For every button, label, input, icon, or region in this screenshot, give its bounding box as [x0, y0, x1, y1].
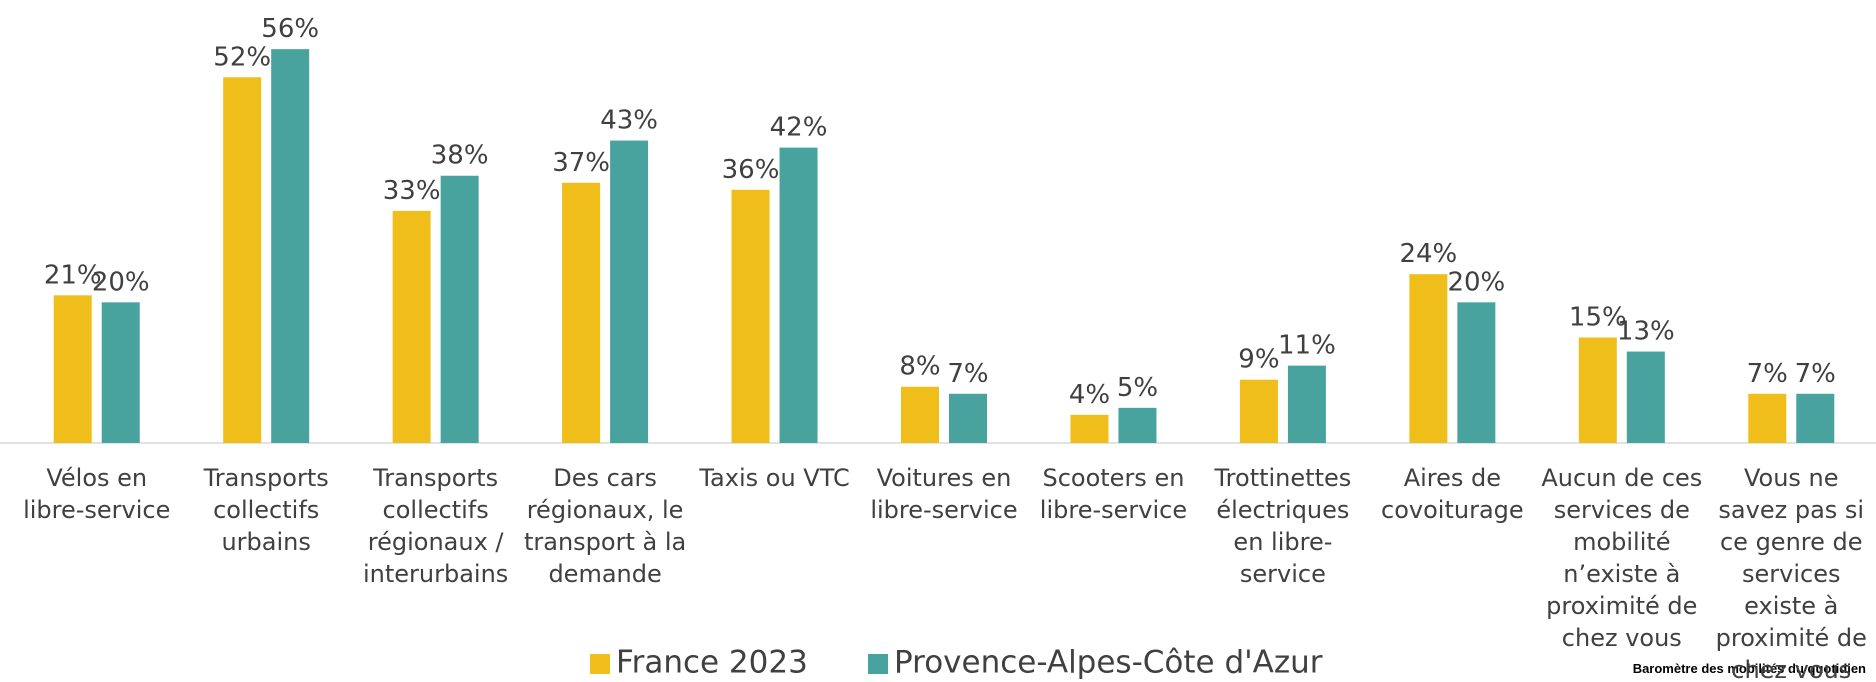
source: Baromètre des mobilités du quotidien [1632, 661, 1866, 676]
legend-label: Provence-Alpes-Côte d'Azur [894, 645, 1323, 681]
bar [53, 295, 92, 443]
value-label: 5% [1117, 373, 1158, 403]
bar [1239, 379, 1278, 443]
legend-swatch [868, 654, 888, 674]
value-label: 13% [1617, 317, 1675, 347]
x-tick-label: Scooters en libre-service [1039, 464, 1188, 524]
bar [779, 147, 818, 443]
value-label: 24% [1399, 239, 1457, 269]
x-tick-label: Trottinettes électriques en libre-servic… [1214, 464, 1352, 588]
bar [440, 175, 479, 443]
bar [101, 302, 140, 443]
x-tick-label: Des cars régionaux, le transport à la de… [523, 464, 687, 588]
bar [223, 77, 262, 444]
legend-label: France 2023 [616, 645, 808, 681]
bar [1070, 414, 1109, 443]
value-label: 11% [1278, 331, 1336, 361]
value-label: 21% [44, 260, 102, 290]
value-label: 7% [947, 359, 988, 389]
value-label: 52% [213, 42, 271, 72]
bar [271, 49, 310, 444]
value-label: 20% [1447, 267, 1505, 297]
bar [1287, 365, 1326, 443]
value-label: 4% [1069, 380, 1110, 410]
bar [610, 140, 649, 444]
bar [731, 189, 770, 443]
x-tick-label: Taxis ou VTC [699, 464, 850, 492]
value-label: 15% [1569, 303, 1627, 333]
value-label: 38% [431, 141, 489, 171]
value-label: 8% [899, 352, 940, 382]
value-label: 36% [722, 155, 780, 185]
x-tick-label: Aucun de ces services de mobilité n’exis… [1541, 464, 1703, 652]
bar [1409, 274, 1448, 443]
value-label: 9% [1238, 345, 1279, 375]
x-tick-label: Transports collectifs urbains [203, 464, 329, 556]
value-label: 7% [1795, 359, 1836, 389]
value-label: 43% [600, 106, 658, 136]
value-label: 20% [92, 267, 150, 297]
value-label: 56% [261, 14, 319, 44]
bar [1748, 393, 1787, 443]
bar [901, 386, 939, 443]
value-label: 7% [1747, 359, 1788, 389]
bar [1626, 351, 1665, 443]
bar [949, 393, 987, 443]
value-label: 37% [552, 148, 610, 178]
bar [562, 182, 601, 443]
value-label: 42% [770, 113, 828, 143]
x-tick-label: Aires de covoiturage [1381, 464, 1524, 524]
bar [392, 210, 431, 443]
bar [1578, 337, 1617, 443]
x-tick-label: Voitures en libre-service [870, 464, 1018, 524]
value-label: 33% [383, 176, 441, 206]
bar [1796, 393, 1835, 443]
x-tick-label: Vélos en libre-service [23, 464, 171, 524]
x-tick-label: Transports collectifs régionaux / interu… [362, 464, 509, 588]
legend-swatch [590, 654, 610, 674]
bar [1118, 407, 1157, 443]
x-tick-label: Vous ne savez pas si ce genre de service… [1715, 464, 1867, 682]
bar [1457, 302, 1496, 443]
